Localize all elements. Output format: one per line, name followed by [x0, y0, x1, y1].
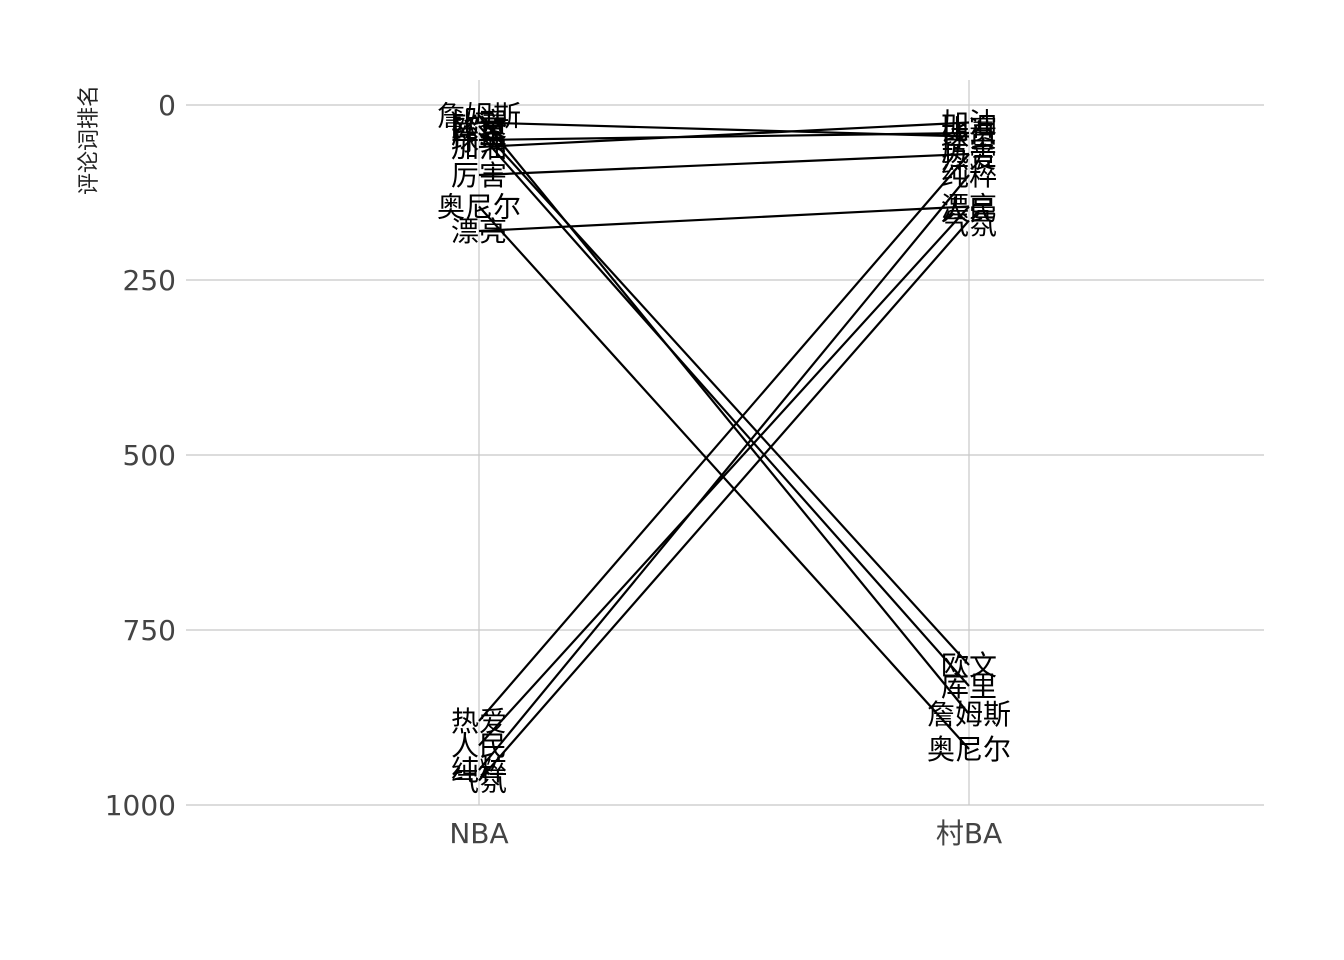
- y-tick-label: 500: [123, 439, 176, 472]
- y-tick-label: 1000: [105, 789, 176, 822]
- slope-line: [478, 152, 970, 177]
- grid-lines: [186, 80, 1264, 806]
- right-word-label: 漂亮: [941, 191, 997, 224]
- y-tick-labels: 0 250 500 750 1000: [105, 89, 176, 822]
- x-tick-label: 村BA: [936, 817, 1002, 850]
- slope-line: [478, 125, 970, 666]
- right-word-label: 奥尼尔: [927, 733, 1011, 766]
- y-axis-title: 评论词排名: [77, 85, 102, 195]
- left-word-label: 比赛: [451, 107, 507, 140]
- x-tick-label: NBA: [449, 817, 508, 850]
- y-tick-label: 0: [158, 89, 176, 122]
- left-word-label: 加油: [451, 131, 507, 164]
- left-word-label: 人民: [451, 730, 507, 763]
- slope-line: [478, 205, 970, 750]
- left-word-label: 漂亮: [451, 215, 507, 248]
- slope-line: [478, 132, 970, 687]
- left-word-label: 纯粹: [451, 754, 507, 787]
- slope-lines: [478, 114, 970, 782]
- left-word-label: 库里: [451, 117, 507, 150]
- slope-line: [478, 219, 970, 782]
- right-word-label: 球员: [941, 121, 997, 154]
- right-word-label: 热爱: [941, 142, 997, 175]
- slope-line: [478, 153, 970, 722]
- right-word-label: 人民: [941, 194, 997, 227]
- slope-line: [478, 174, 970, 771]
- left-word-label: 热爱: [451, 705, 507, 738]
- right-word-label: 气氛: [941, 208, 997, 241]
- right-word-label: 纯粹: [941, 159, 997, 192]
- slope-line: [478, 121, 970, 149]
- left-word-label: 气氛: [451, 765, 507, 798]
- left-word-label: 奥尼尔: [437, 191, 521, 224]
- slope-line: [478, 205, 970, 747]
- slope-line: [478, 131, 970, 142]
- right-word-label: 厉害: [941, 135, 997, 168]
- left-word-label: 欧文: [451, 110, 507, 143]
- y-tick-label: 750: [123, 614, 176, 647]
- slope-line: [478, 205, 970, 233]
- right-word-label: 比赛: [941, 114, 997, 147]
- y-tick-label: 250: [123, 264, 176, 297]
- right-word-label: 加油: [941, 107, 997, 140]
- right-word-label: 欧文: [941, 649, 997, 682]
- left-word-label: 厉害: [451, 159, 507, 192]
- x-tick-labels: NBA 村BA: [449, 817, 1002, 850]
- right-word-label: 库里: [941, 670, 997, 703]
- left-word-label: 詹姆斯: [437, 100, 521, 133]
- left-word-label: 球员: [451, 124, 507, 157]
- right-word-label: 詹姆斯: [927, 698, 1011, 731]
